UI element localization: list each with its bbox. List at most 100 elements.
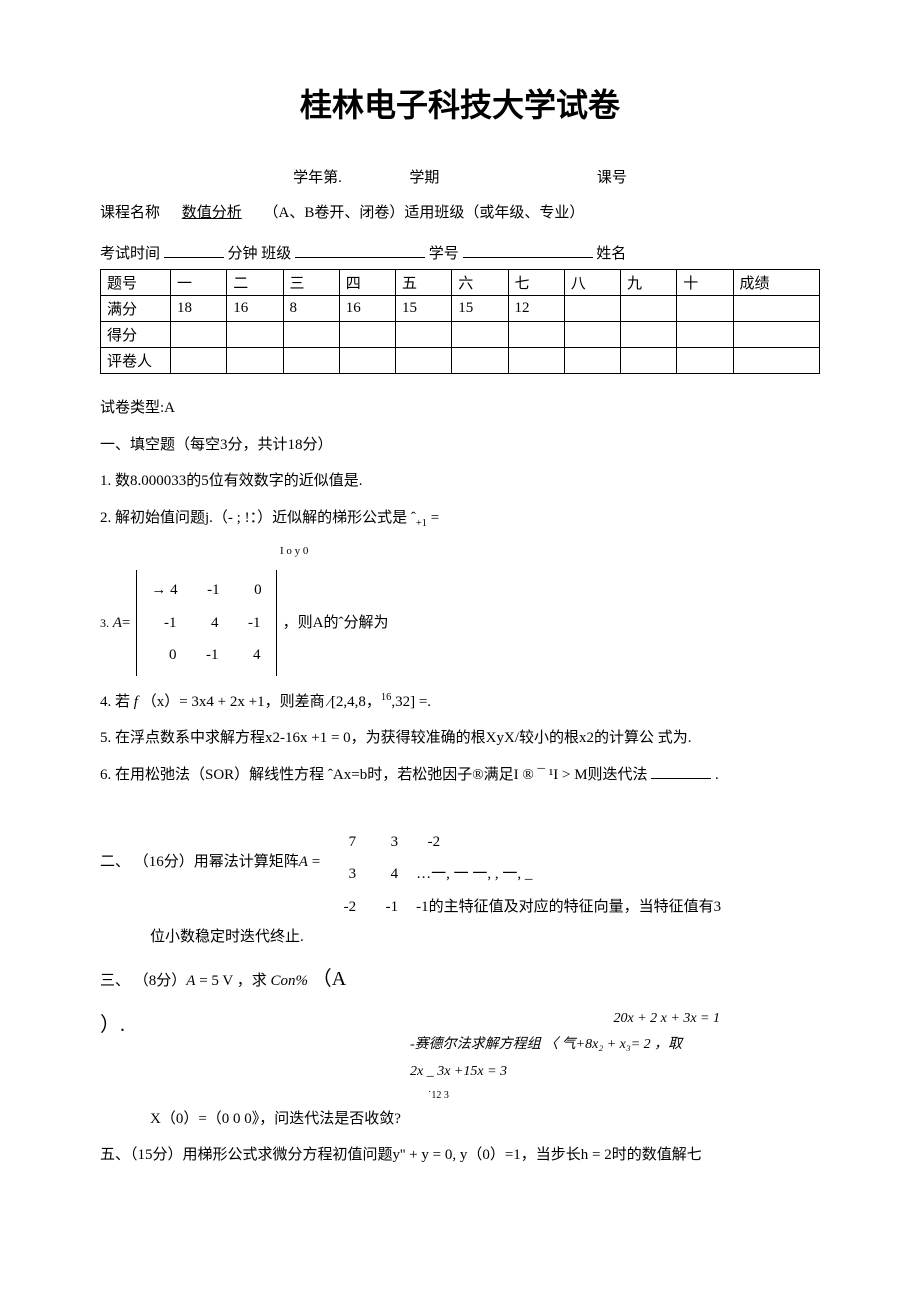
s3-mid: -赛德尔法求解方程组 〈 气+8x₂ + x₃= 2 ，取 xyxy=(150,1032,820,1059)
meta3-c: 学号 xyxy=(429,246,459,262)
q2-a: 2. 解初始值问题j.（- ; !：）近似解的梯形公式是 ˆ xyxy=(100,510,416,526)
s3-layout: ）. 20x + 2 x + 3x = 1 -赛德尔法求解方程组 〈 气+8x₂… xyxy=(100,1006,820,1105)
mB11: 4 xyxy=(374,860,398,889)
s3-bottom: 2x _ 3x +15x = 3 xyxy=(150,1059,820,1086)
s3-con: Con% xyxy=(270,973,308,989)
s3-lineR: 20x + 2 x + 3x = 1 xyxy=(150,1006,820,1033)
cell xyxy=(733,296,820,322)
mA00: → 4 xyxy=(151,576,177,605)
exam-body: 试卷类型:A 一、填空题（每空3分，共计18分） 1. 数8.000033的5位… xyxy=(100,394,820,1170)
q2-eq: = xyxy=(427,510,439,526)
q3-tail: ，则A的ˆ分解为 xyxy=(283,609,389,638)
meta1-c: 课号 xyxy=(597,170,627,186)
mA02: 0 xyxy=(238,576,262,605)
meta3-d: 姓名 xyxy=(596,246,626,262)
q4-a: 4. 若 xyxy=(100,694,134,710)
page-title: 桂林电子科技大学试卷 xyxy=(100,80,820,126)
meta3-b: 分钟 班级 xyxy=(228,246,292,262)
blank-q6 xyxy=(651,764,711,779)
s2-eq: = xyxy=(308,854,320,870)
meta-line-1: 学年第. 学期 课号 xyxy=(100,166,820,187)
q4: 4. 若 f （x）= 3x4 + 2x +1，则差商 ⁄[2,4,8，16,3… xyxy=(100,688,820,717)
s3-close: ）. xyxy=(100,1014,125,1036)
q4-c: 16 xyxy=(381,692,392,703)
q3-label: 3. xyxy=(100,612,109,635)
mB10: 3 xyxy=(332,860,356,889)
cell: 18 xyxy=(171,296,227,322)
cell: 12 xyxy=(508,296,564,322)
meta-line-3: 考试时间 分钟 班级 学号 姓名 xyxy=(100,242,820,263)
cell: 15 xyxy=(396,296,452,322)
mB00: 7 xyxy=(332,828,356,857)
matrix-B: 7 3 -2 3 4 …一, 一 一, , 一, _ -2 -1 -1的主特征值… xyxy=(326,826,820,924)
s4: X（0）=（0 0 0》，问迭代法是否收敛? xyxy=(100,1105,820,1134)
mB12: …一, 一 一, , 一, _ xyxy=(416,860,532,889)
meta3-a: 考试时间 xyxy=(100,246,160,262)
score-table: 题号 一 二 三 四 五 六 七 八 九 十 成绩 满分 18 16 8 16 … xyxy=(100,269,820,374)
s2-A: A xyxy=(299,854,308,870)
mA21: -1 xyxy=(195,641,219,670)
meta1-a: 学年第. xyxy=(293,170,342,186)
section2: 二、 （16分）用幂法计算矩阵A = 7 3 -2 3 4 …一, 一 一, ,… xyxy=(100,826,820,924)
s2-tail: 位小数稳定时迭代终止. xyxy=(100,923,820,952)
q6-a: 6. 在用松弛法（SOR）解线性方程 ˆAx=b时，若松弛因子®满足I ® ¯ … xyxy=(100,767,648,783)
mA12: -1 xyxy=(237,609,261,638)
q2-sub: +1 xyxy=(416,518,427,529)
cell: 15 xyxy=(452,296,508,322)
blank-id xyxy=(463,243,593,258)
table-row: 评卷人 xyxy=(101,348,820,374)
mB22: -1的主特征值及对应的特征向量，当特征值有3 xyxy=(416,893,721,922)
meta-line-2: 课程名称 数值分析 （A、B卷开、闭卷）适用班级（或年级、专业） xyxy=(100,201,820,222)
s3-paren: （A xyxy=(312,968,346,990)
col-h: 四 xyxy=(339,270,395,296)
section1-title: 一、填空题（每空3分，共计18分） xyxy=(100,431,820,460)
col-h: 七 xyxy=(508,270,564,296)
s2-a: 二、 （16分）用幂法计算矩阵 xyxy=(100,854,299,870)
col-h: 成绩 xyxy=(733,270,820,296)
q3: 3. A = → 4 -1 0 -1 4 -1 0 -1 4 ，则A的ˆ分解为 xyxy=(100,570,820,676)
col-h: 六 xyxy=(452,270,508,296)
col-h: 十 xyxy=(677,270,733,296)
cell xyxy=(621,296,677,322)
mB02: -2 xyxy=(416,828,440,857)
q4-b: （x）= 3x4 + 2x +1，则差商 ⁄[2,4,8， xyxy=(142,694,381,710)
mA22: 4 xyxy=(237,641,261,670)
q6: 6. 在用松弛法（SOR）解线性方程 ˆAx=b时，若松弛因子®满足I ® ¯ … xyxy=(100,761,820,790)
cell: 16 xyxy=(227,296,283,322)
table-row: 题号 一 二 三 四 五 六 七 八 九 十 成绩 xyxy=(101,270,820,296)
cell xyxy=(677,296,733,322)
section5: 五、（15分）用梯形公式求微分方程初值问题y'' + y = 0, y（0）=1… xyxy=(100,1141,820,1170)
cell: 16 xyxy=(339,296,395,322)
col-h: 二 xyxy=(227,270,283,296)
row-label: 满分 xyxy=(101,296,171,322)
row-label: 题号 xyxy=(101,270,171,296)
table-row: 满分 18 16 8 16 15 15 12 xyxy=(101,296,820,322)
meta1-b: 学期 xyxy=(409,170,439,186)
col-h: 八 xyxy=(564,270,620,296)
q4-d: ,32] =. xyxy=(391,694,431,710)
table-row: 得分 xyxy=(101,322,820,348)
matrix-A: → 4 -1 0 -1 4 -1 0 -1 4 xyxy=(136,570,276,676)
cell: 8 xyxy=(283,296,339,322)
course-name: 数值分析 xyxy=(182,205,242,221)
s3-eq: = 5 V ，求 xyxy=(195,973,270,989)
q3-A: A xyxy=(113,609,122,638)
col-h: 五 xyxy=(396,270,452,296)
s3-sub: ˙12 3 xyxy=(150,1086,820,1105)
row-label: 评卷人 xyxy=(101,348,171,374)
paper-type: 试卷类型:A xyxy=(100,394,820,423)
q2-small: I o y 0 xyxy=(100,541,820,562)
col-h: 九 xyxy=(621,270,677,296)
col-h: 一 xyxy=(171,270,227,296)
s3-a: 三、 （8分） xyxy=(100,973,186,989)
mB01: 3 xyxy=(374,828,398,857)
blank-time xyxy=(164,243,224,258)
mA01: -1 xyxy=(196,576,220,605)
mA10: -1 xyxy=(153,609,177,638)
q3-eq: = xyxy=(122,609,130,638)
section3: 三、 （8分）A = 5 V ，求 Con% （A xyxy=(100,960,820,998)
q6-b: . xyxy=(715,767,719,783)
mB21: -1 xyxy=(374,893,398,922)
meta2-b: （A、B卷开、闭卷）适用班级（或年级、专业） xyxy=(264,205,585,221)
q2: 2. 解初始值问题j.（- ; !：）近似解的梯形公式是 ˆ+1 = xyxy=(100,504,820,534)
